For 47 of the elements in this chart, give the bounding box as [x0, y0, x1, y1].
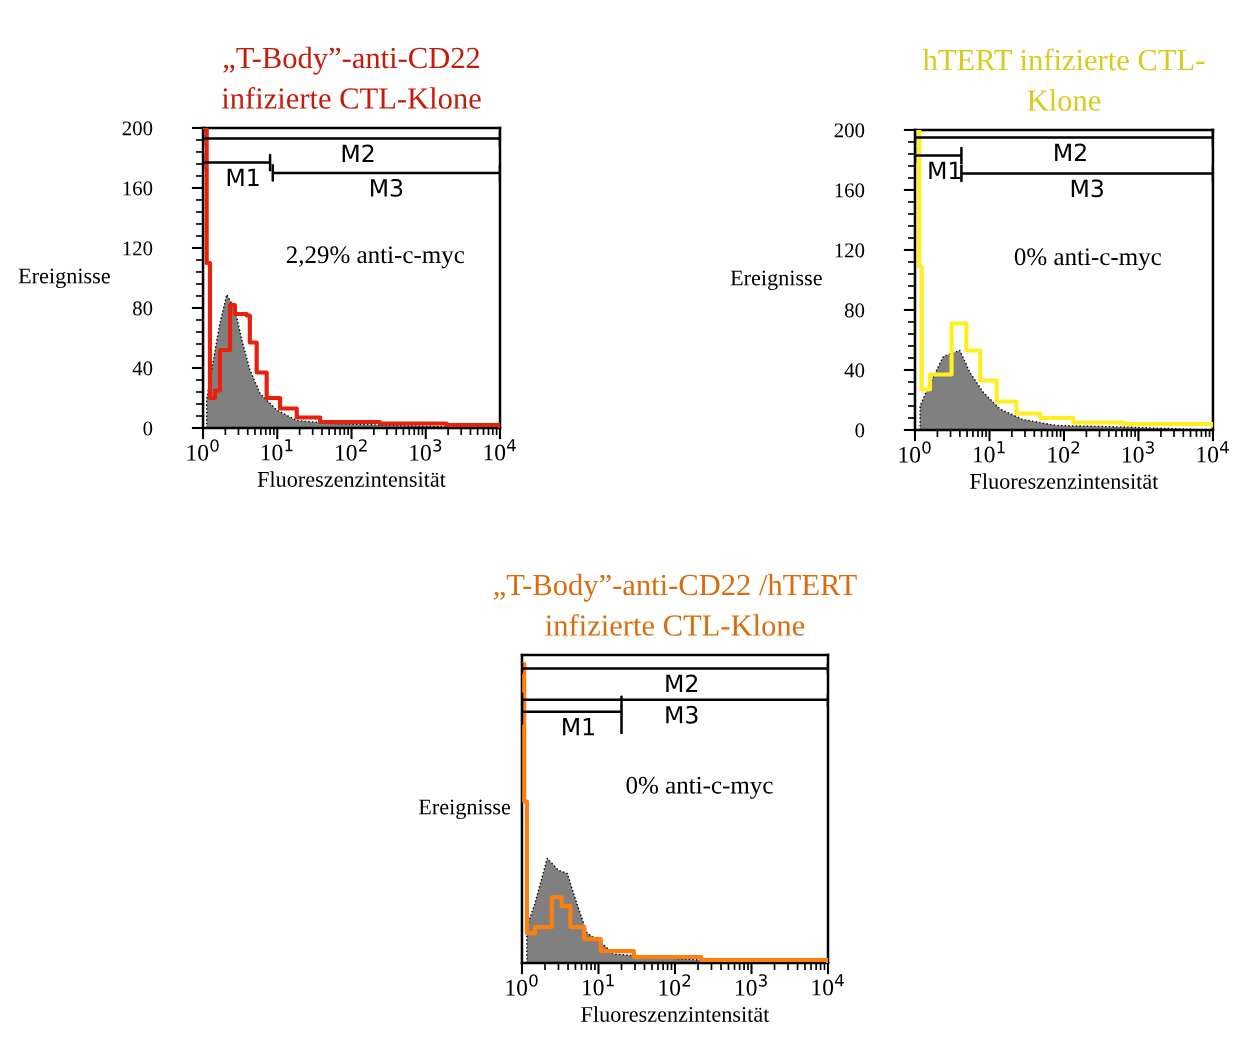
y-axis-title: Ereignisse	[418, 799, 511, 820]
x-tick-label: 10$^{1}$	[582, 974, 614, 996]
x-axis-title: Fluoreszenzintensität	[581, 1006, 770, 1022]
series-label: M2	[666, 674, 698, 692]
annotation: 0% anti-c-myc	[1014, 248, 1161, 271]
series-label: M2	[1055, 143, 1086, 161]
y-tick-label: 200	[122, 121, 153, 136]
y-tick-label: 160	[835, 183, 865, 198]
x-tick-label: 10$^{4}$	[484, 439, 516, 461]
series-label: M3	[666, 705, 698, 724]
x-tick-label: 10$^{2}$	[659, 974, 691, 996]
series-label: M2	[342, 144, 374, 162]
chart-title: „T-Body”-anti-CD22 /hTERT infizierte CTL-Klone	[494, 573, 857, 636]
chart-title: hTERT infizierte CTL- Klone	[922, 48, 1205, 111]
y-tick-label: 40	[132, 361, 153, 376]
y-tick-label: 0	[143, 421, 153, 436]
x-tick-label: 10$^{2}$	[336, 439, 367, 461]
y-tick-label: 120	[123, 241, 153, 256]
series-label: M3	[1071, 179, 1103, 198]
x-tick-label: 10$^{0}$	[187, 439, 219, 461]
y-tick-label: 200	[834, 123, 865, 138]
y-axis-title: Ereignisse	[18, 268, 110, 289]
y-tick-label: 0	[855, 423, 865, 438]
x-tick-label: 10$^{3}$	[410, 439, 442, 461]
x-axis-title: Fluoreszenzintensität	[257, 471, 446, 487]
x-tick-label: 10$^{0}$	[899, 441, 931, 463]
y-tick-label: 80	[844, 303, 865, 318]
y-tick-label: 80	[132, 301, 153, 316]
x-tick-label: 10$^{3}$	[735, 974, 767, 996]
x-tick-label: 10$^{4}$	[1197, 441, 1229, 463]
annotation: 2,29% anti-c-myc	[286, 246, 465, 269]
y-tick-label: 120	[835, 243, 865, 258]
x-tick-label: 10$^{3}$	[1122, 441, 1154, 463]
x-tick-label: 10$^{1}$	[973, 441, 1005, 463]
y-tick-label: 160	[123, 181, 153, 196]
series-label: M1	[563, 718, 594, 736]
series-label: M3	[371, 178, 403, 197]
y-tick-label: 40	[844, 363, 865, 378]
x-tick-label: 10$^{1}$	[261, 439, 293, 461]
chart-title: „T-Body”-anti-CD22 infizierte CTL-Klone	[221, 46, 481, 109]
x-axis-title: Fluoreszenzintensität	[970, 473, 1159, 489]
series-label: M1	[227, 168, 259, 186]
x-tick-label: 10$^{0}$	[506, 974, 538, 996]
annotation: 0% anti-c-myc	[626, 776, 773, 799]
y-axis-title: Ereignisse	[730, 270, 822, 291]
x-tick-label: 10$^{2}$	[1048, 441, 1080, 463]
x-tick-label: 10$^{4}$	[812, 974, 844, 996]
